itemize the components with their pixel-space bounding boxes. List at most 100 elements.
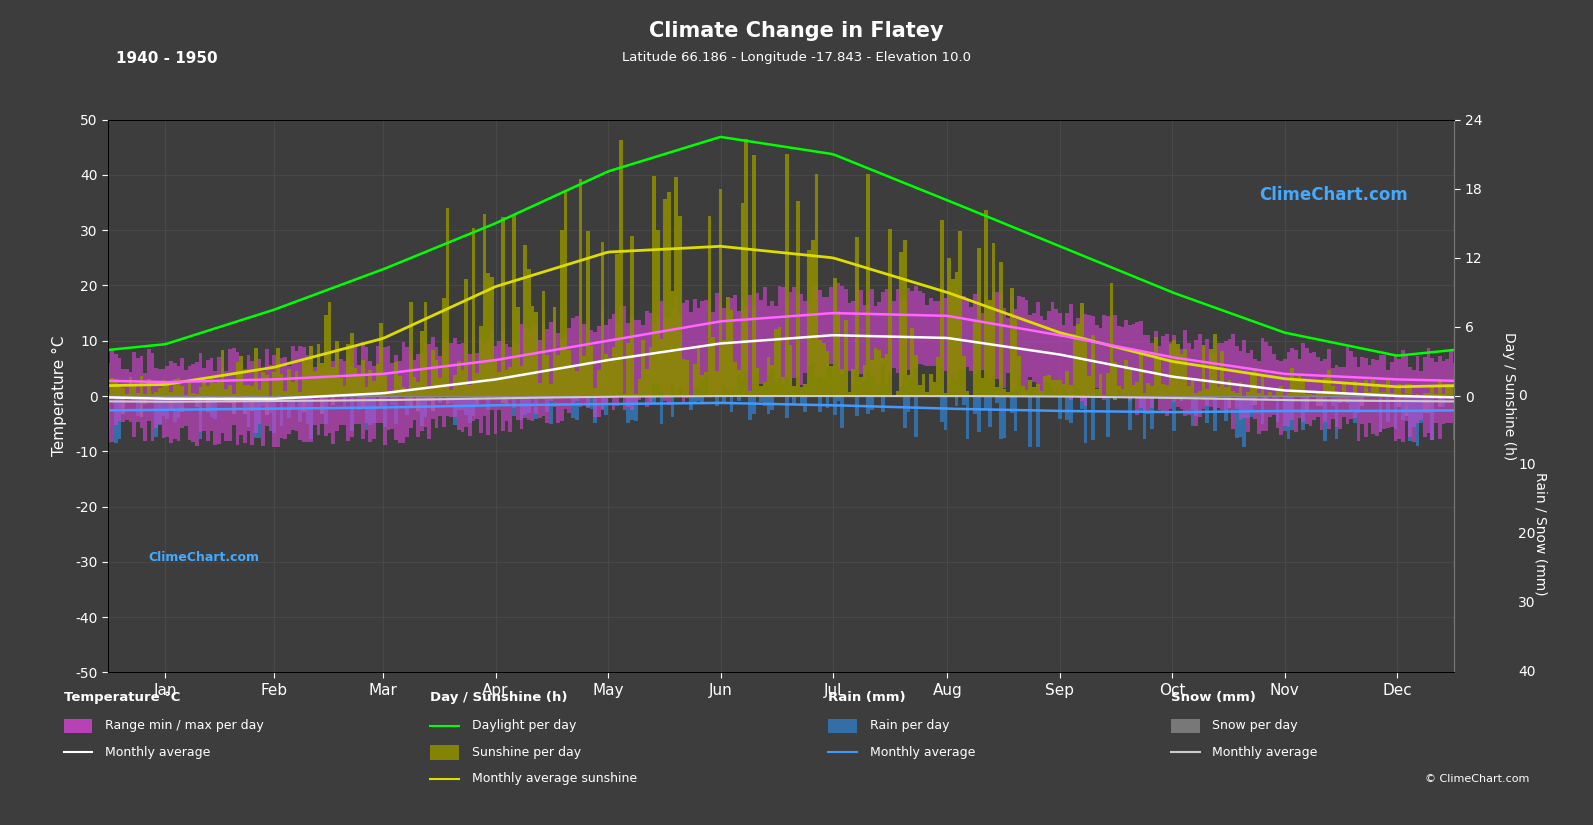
Bar <box>1029 396 1032 447</box>
Bar <box>1290 369 1294 396</box>
Bar <box>158 396 162 426</box>
Bar <box>796 294 800 378</box>
Text: Monthly average: Monthly average <box>1212 746 1317 759</box>
Bar <box>1386 370 1389 428</box>
Bar <box>707 302 712 394</box>
Bar <box>718 305 722 396</box>
Bar <box>1357 396 1360 413</box>
Text: Latitude 66.186 - Longitude -17.843 - Elevation 10.0: Latitude 66.186 - Longitude -17.843 - El… <box>621 51 972 64</box>
Bar <box>362 396 365 408</box>
Bar <box>118 387 121 396</box>
Bar <box>785 396 789 417</box>
Bar <box>814 174 819 396</box>
Bar <box>1032 387 1035 396</box>
Bar <box>959 297 962 369</box>
Bar <box>1117 326 1120 390</box>
Bar <box>892 300 895 368</box>
Bar <box>328 359 331 433</box>
Bar <box>996 292 999 380</box>
Bar <box>449 343 452 417</box>
Bar <box>132 396 135 400</box>
Bar <box>637 320 642 400</box>
Bar <box>1416 396 1419 446</box>
Bar <box>1139 321 1142 408</box>
Bar <box>1411 370 1416 442</box>
Bar <box>1206 339 1209 406</box>
Bar <box>443 298 446 396</box>
Bar <box>722 396 726 402</box>
Text: Monthly average sunshine: Monthly average sunshine <box>472 772 637 785</box>
Bar <box>177 378 180 396</box>
Bar <box>889 290 892 374</box>
Bar <box>1110 315 1114 395</box>
Bar <box>1257 361 1260 433</box>
Bar <box>1002 389 1007 396</box>
Bar <box>1335 396 1338 439</box>
Bar <box>586 326 589 408</box>
Bar <box>432 350 435 396</box>
Bar <box>789 291 792 385</box>
Bar <box>1400 394 1405 396</box>
Bar <box>1246 353 1251 432</box>
Bar <box>261 396 264 406</box>
Bar <box>752 306 755 383</box>
Bar <box>174 363 177 440</box>
Bar <box>744 305 749 372</box>
Bar <box>1106 316 1110 394</box>
Bar <box>760 300 763 384</box>
Bar <box>777 285 782 379</box>
Bar <box>811 240 814 396</box>
Bar <box>135 358 140 422</box>
Bar <box>502 396 505 403</box>
Bar <box>1235 396 1239 437</box>
Bar <box>1383 355 1386 429</box>
Bar <box>771 301 774 369</box>
Bar <box>1223 341 1228 412</box>
Bar <box>701 375 704 396</box>
Bar <box>269 365 272 431</box>
Bar <box>782 377 785 396</box>
Bar <box>143 396 147 404</box>
Bar <box>1061 384 1066 396</box>
Bar <box>859 290 862 374</box>
Bar <box>113 379 118 396</box>
Bar <box>1360 394 1364 396</box>
Bar <box>221 368 225 433</box>
Bar <box>988 310 991 380</box>
Bar <box>1411 396 1416 427</box>
Bar <box>464 396 468 415</box>
Bar <box>421 353 424 431</box>
Bar <box>1058 380 1061 396</box>
Bar <box>926 392 929 396</box>
Bar <box>1431 396 1434 414</box>
Bar <box>166 366 169 436</box>
Bar <box>303 347 306 441</box>
Bar <box>460 396 464 410</box>
Bar <box>1220 351 1223 396</box>
Bar <box>491 330 494 411</box>
Text: Temperature °C: Temperature °C <box>64 691 180 704</box>
Bar <box>350 333 354 396</box>
Bar <box>261 370 264 446</box>
Bar <box>317 344 320 396</box>
Bar <box>502 332 505 431</box>
Bar <box>258 390 261 396</box>
Bar <box>903 239 906 396</box>
Bar <box>1438 356 1442 439</box>
Bar <box>667 192 671 396</box>
Bar <box>733 295 738 391</box>
Text: Daylight per day: Daylight per day <box>472 719 577 733</box>
Bar <box>1029 380 1032 396</box>
Bar <box>416 354 421 436</box>
Bar <box>250 396 253 411</box>
Bar <box>685 361 690 396</box>
Bar <box>1142 394 1147 396</box>
Bar <box>1021 385 1024 396</box>
Bar <box>1445 384 1450 396</box>
Bar <box>1180 354 1184 396</box>
Bar <box>962 356 965 396</box>
Bar <box>1450 349 1453 423</box>
Bar <box>752 155 755 396</box>
Bar <box>298 396 303 422</box>
Bar <box>615 322 620 406</box>
